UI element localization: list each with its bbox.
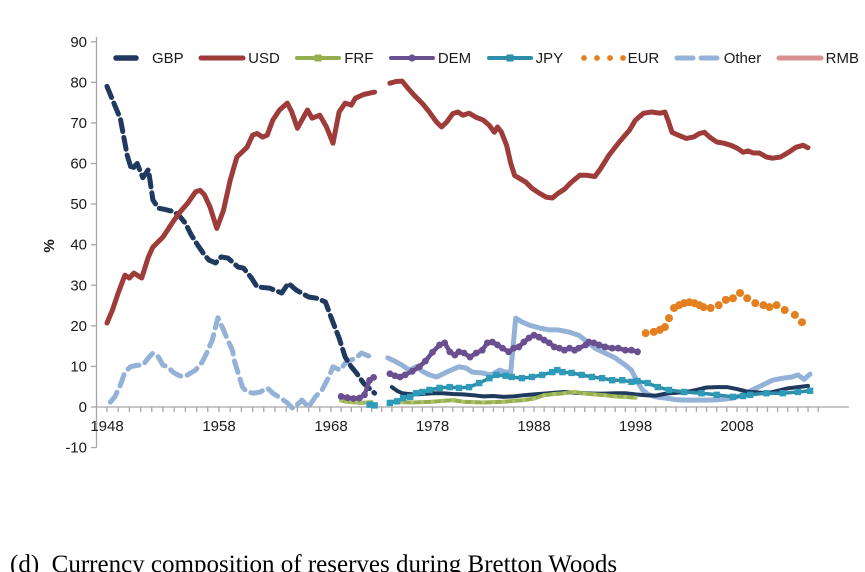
legend-label: EUR [627, 49, 660, 67]
legend-label: Other [723, 49, 762, 67]
y-tick-label: 80 [70, 74, 87, 91]
other-legend-swatch-icon [674, 55, 720, 61]
y-tick-label: 70 [70, 115, 87, 132]
x-tick-label: 1948 [90, 418, 123, 435]
gbp-legend-swatch-icon [113, 55, 139, 61]
rmb-legend-swatch-icon [776, 55, 824, 61]
legend-item-usd: USD [198, 50, 280, 67]
x-tick-label: 1958 [202, 418, 235, 435]
axes [91, 37, 849, 449]
y-tick-label: 40 [70, 237, 87, 254]
series-DEM [337, 331, 641, 402]
chart-area: 90 80 70 60 50 40 30 20 10 0 -10 1948 1958 1968 1978 19… [41, 34, 849, 457]
legend-item-dem: DEM [388, 50, 471, 67]
legend-label: RMB [825, 49, 859, 67]
legend: GBP USD FRF DEM JPY EUR Other RMB [102, 49, 859, 67]
y-tick-label: 60 [70, 156, 87, 173]
legend-item-other: Other [674, 49, 762, 67]
eur-legend-swatch-icon [580, 55, 626, 61]
y-tick-label: 50 [70, 196, 87, 213]
y-tick-label: 90 [70, 34, 87, 51]
y-tick-label: 10 [70, 358, 87, 375]
x-tick-label: 1998 [619, 418, 652, 435]
caption-line-1: (d) Currency composition of reserves dur… [10, 550, 618, 572]
dem-legend-swatch-icon [388, 54, 435, 62]
legend-label: JPY [535, 49, 564, 67]
x-tick-label: 2008 [720, 418, 753, 435]
y-tick-label: 30 [70, 277, 87, 294]
legend-item-eur: EUR [578, 49, 660, 67]
legend-label: GBP [152, 49, 184, 67]
series-USD [104, 78, 811, 326]
y-tick-label: 20 [70, 318, 87, 335]
y-tick-label: -10 [65, 440, 87, 457]
legend-label: DEM [437, 49, 472, 67]
series-EUR [641, 288, 806, 338]
legend-label: USD [248, 49, 280, 67]
x-tick-label: 1988 [517, 418, 550, 435]
legend-label: FRF [344, 49, 374, 67]
legend-item-jpy: JPY [486, 49, 564, 67]
x-tick-label: 1968 [314, 418, 347, 435]
usd-legend-swatch-icon [198, 55, 246, 61]
legend-item-rmb: RMB [776, 50, 859, 67]
x-tick-label: 1978 [416, 418, 449, 435]
y-axis-title: % [41, 239, 58, 252]
legend-item-gbp: GBP [102, 50, 184, 67]
caption: (d) Currency composition of reserves dur… [10, 481, 855, 572]
legend-item-frf: FRF [294, 50, 373, 67]
series-JPY [366, 366, 814, 409]
frf-legend-swatch-icon [295, 54, 342, 62]
y-tick-label: 0 [79, 399, 87, 416]
jpy-legend-swatch-icon [486, 54, 533, 62]
